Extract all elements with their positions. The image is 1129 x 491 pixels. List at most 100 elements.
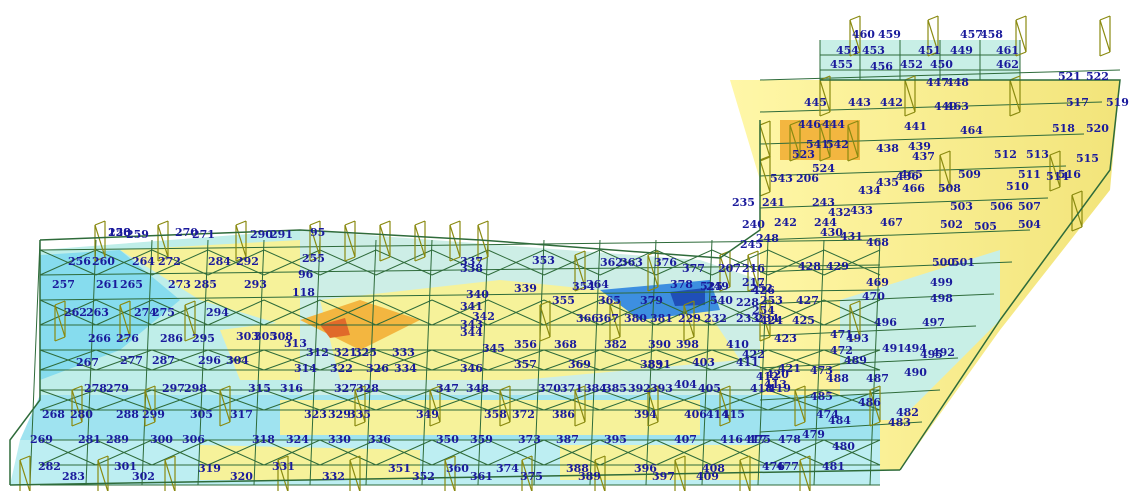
element-label: 465 [900,168,923,181]
element-label: 362 [600,256,623,269]
mesh-diagonal-line [431,349,489,371]
element-label: 271 [192,228,215,241]
element-label: 333 [392,346,415,359]
element-label: 301 [114,460,137,473]
element-label: 504 [1018,218,1041,231]
element-label: 525 [700,280,723,293]
element-label: 353 [532,254,555,267]
element-label: 395 [604,433,627,446]
support-cap [759,300,771,306]
element-label: 509 [958,168,981,181]
support-brace [939,154,951,188]
element-label: 319 [198,462,221,475]
support-base [1071,226,1083,232]
support-cap [94,220,106,226]
element-label: 453 [862,44,885,57]
support-cap [277,455,289,461]
support-brace [539,304,551,338]
support-brace [819,124,831,158]
element-label: 522 [1086,70,1109,83]
support-base [719,421,731,427]
support-brace [94,224,106,258]
element-label: 485 [810,390,833,403]
support-brace [759,159,771,193]
support-brace [71,389,83,423]
element-label: 358 [484,408,507,421]
element-label: 325 [354,346,377,359]
element-label: 290 [250,228,273,241]
support-brace [609,304,621,338]
element-label: 502 [940,218,963,231]
element-label: 263 [86,306,109,319]
element-label: 456 [870,60,893,73]
outline-bottom [9,469,901,486]
element-label: 280 [70,408,93,421]
outline-right-top [820,79,1121,471]
element-label: 518 [1052,122,1075,135]
mesh-diagonal-line [263,349,321,371]
element-label: 266 [88,332,111,345]
mesh-diagonal-line [95,349,153,371]
element-label: 408 [702,462,725,475]
element-label: 542 [826,138,849,151]
support-brace [164,459,176,491]
mesh-diagonal-line [543,389,601,411]
mesh-diagonal-line [599,299,657,326]
element-label: 297 [162,382,185,395]
support-base [1099,51,1111,57]
element-label: 303 [236,330,259,343]
mesh-hull-line [759,133,1085,145]
element-label: 344 [460,326,483,339]
element-label: 435 [876,176,899,189]
element-label: 470 [862,290,885,303]
element-label: 472 [830,344,853,357]
support-brace [349,459,361,491]
mesh-diagonal-line [95,249,153,276]
mesh-diagonal-line [263,299,321,326]
support-brace [647,254,659,288]
element-label: 447 [926,76,949,89]
support-base [414,256,426,262]
support-brace [647,389,659,423]
element-label: 521 [1058,70,1081,83]
support-cap [739,455,751,461]
support-base [1015,51,1027,57]
element-label: 299 [142,408,165,421]
support-base [71,421,83,427]
support-cap [144,385,156,391]
element-label: 248 [756,232,779,245]
support-base [1009,111,1021,117]
element-label: 457 [960,28,983,41]
support-cap [54,300,66,306]
support-cap [847,120,859,126]
mesh-diagonal-line [95,439,153,466]
support-base [354,421,366,427]
element-label: 494 [904,342,927,355]
element-label: 347 [436,382,459,395]
support-cap [674,455,686,461]
mesh-diagonal-line [655,349,713,371]
support-brace [119,304,131,338]
element-label: 326 [366,362,389,375]
support-cap [927,15,939,21]
support-base [574,286,586,292]
support-base [1049,186,1061,192]
support-base [157,256,169,262]
support-brace [719,389,731,423]
support-brace [739,459,751,491]
element-label: 392 [628,382,651,395]
element-label: 372 [512,408,535,421]
element-label: 255 [302,252,325,265]
element-label: 387 [556,433,579,446]
element-label: 298 [184,382,207,395]
mesh-diagonal-line [319,299,377,326]
support-base [94,256,106,262]
support-cap [759,120,771,126]
support-brace [157,224,169,258]
element-label: 360 [446,462,469,475]
support-brace [379,224,391,258]
element-label: 514 [1046,170,1069,183]
mesh-diagonal-line [767,349,825,371]
mesh-diagonal-line [151,389,209,411]
